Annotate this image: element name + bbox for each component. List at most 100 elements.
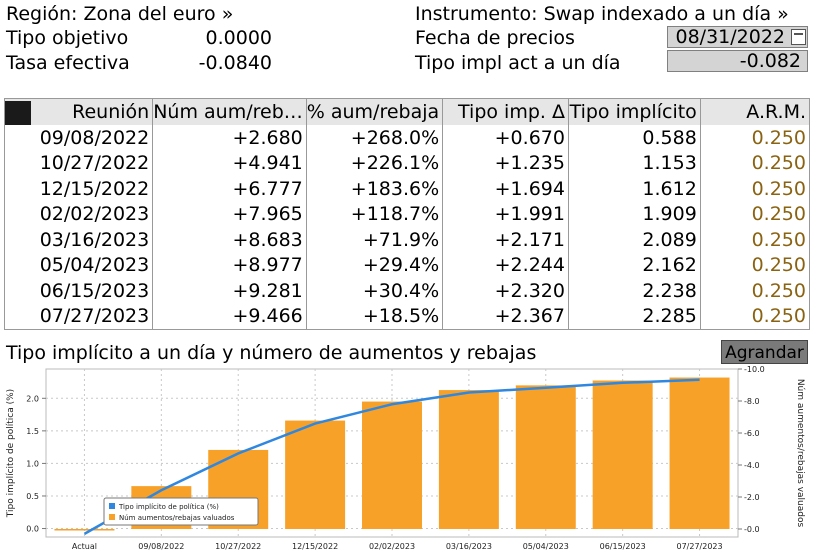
cell-implied-delta: +2.244 <box>442 252 569 278</box>
left-tick-label: 2.0 <box>26 394 39 403</box>
x-tick-label: 10/27/2022 <box>215 542 261 551</box>
table-row[interactable]: 12/15/2022 +6.777 +183.6% +1.694 1.612 0.250 <box>4 176 810 202</box>
bar <box>54 529 115 531</box>
cell-pct-hikes-cuts: +30.4% <box>306 278 444 304</box>
cell-arm: 0.250 <box>751 279 806 302</box>
meetings-table: Reunión Núm aum/reb… % aum/rebaja Tipo i… <box>4 98 810 330</box>
table-row[interactable]: 05/04/2023 +8.977 +29.4% +2.244 2.162 0.250 <box>4 252 810 278</box>
column-header-implied-rate[interactable]: Tipo implícito <box>568 98 701 125</box>
effective-rate-label: Tasa efectiva <box>6 52 130 74</box>
left-tick-label: 1.0 <box>26 459 39 468</box>
y-axis-right-label: Núm aumentos/rebajas valuados <box>795 379 805 528</box>
column-header-meeting[interactable]: Reunión <box>4 98 154 125</box>
region-selector[interactable]: Región: Zona del euro » <box>6 3 234 25</box>
cell-meeting-date: 03/16/2023 <box>4 227 154 253</box>
x-tick-label: Actual <box>72 542 97 551</box>
table-row[interactable]: 09/08/2022 +2.680 +268.0% +0.670 0.588 0.250 <box>4 125 810 151</box>
cell-implied-delta: +1.235 <box>442 150 569 176</box>
x-tick-label: 09/08/2022 <box>138 542 184 551</box>
effective-rate-value: -0.0840 <box>198 52 272 74</box>
cell-implied-rate: 2.089 <box>568 227 701 253</box>
implied-rate-chart: 0.0 0.5 1.0 1.5 2.0 -0.0 -2.0 -4.0 -6.0 -8.0 -10.0… <box>6 365 805 551</box>
cell-arm: 0.250 <box>751 126 806 149</box>
table-row[interactable]: 03/16/2023 +8.683 +71.9% +2.171 2.089 0.250 <box>4 227 810 253</box>
legend-label-line: Tipo implícito de política (%) <box>118 503 219 511</box>
right-tick-label: -0.0 <box>744 525 760 534</box>
cell-hikes-cuts: +8.683 <box>152 227 307 253</box>
cell-implied-delta: +0.670 <box>442 125 569 151</box>
right-tick-label: -4.0 <box>744 461 760 470</box>
table-row[interactable]: 02/02/2023 +7.965 +118.7% +1.991 1.909 0.250 <box>4 201 810 227</box>
cell-hikes-cuts: +9.281 <box>152 278 307 304</box>
cell-pct-hikes-cuts: +71.9% <box>306 227 444 253</box>
column-header-arm[interactable]: A.R.M. <box>700 98 810 125</box>
legend-swatch-line <box>109 503 115 509</box>
cell-implied-rate: 1.909 <box>568 201 701 227</box>
right-tick-label: -8.0 <box>744 397 760 406</box>
pricing-date-label: Fecha de precios <box>415 27 575 49</box>
cell-meeting-date: 10/27/2022 <box>4 150 154 176</box>
cell-arm: 0.250 <box>751 177 806 200</box>
column-header-implied-delta[interactable]: Tipo imp. Δ <box>442 98 569 125</box>
pricing-date-value: 08/31/2022 <box>675 26 785 48</box>
corner-block <box>5 101 31 125</box>
cell-pct-hikes-cuts: +226.1% <box>306 150 444 176</box>
cell-meeting-date: 07/27/2023 <box>4 303 154 330</box>
cell-implied-rate: 0.588 <box>568 125 701 151</box>
cell-implied-rate: 2.162 <box>568 252 701 278</box>
cell-meeting-date: 06/15/2023 <box>4 278 154 304</box>
x-tick-label: 06/15/2023 <box>600 542 646 551</box>
legend-swatch-bar <box>109 514 115 520</box>
expand-button[interactable]: Agrandar <box>721 340 808 364</box>
cell-hikes-cuts: +9.466 <box>152 303 307 330</box>
y-axis-left-label: Tipo implícito de política (%) <box>6 389 16 518</box>
table-row[interactable]: 07/27/2023 +9.466 +18.5% +2.367 2.285 0.250 <box>4 303 810 330</box>
instrument-selector[interactable]: Instrumento: Swap indexado a un día » <box>415 3 789 25</box>
bar <box>669 377 730 529</box>
table-header-row: Reunión Núm aum/reb… % aum/rebaja Tipo i… <box>4 98 810 125</box>
table-row[interactable]: 06/15/2023 +9.281 +30.4% +2.320 2.238 0.250 <box>4 278 810 304</box>
cell-implied-delta: +2.320 <box>442 278 569 304</box>
cell-implied-rate: 2.238 <box>568 278 701 304</box>
cell-implied-rate: 1.612 <box>568 176 701 202</box>
cell-meeting-date: 09/08/2022 <box>4 125 154 151</box>
cell-arm: 0.250 <box>751 228 806 251</box>
chart-title: Tipo implícito a un día y número de aume… <box>6 342 537 364</box>
cell-hikes-cuts: +6.777 <box>152 176 307 202</box>
bar <box>362 401 422 529</box>
x-tick-label: 12/15/2022 <box>292 542 338 551</box>
bar <box>285 420 346 529</box>
calendar-icon[interactable] <box>791 29 806 45</box>
cell-arm: 0.250 <box>751 203 806 226</box>
cell-arm: 0.250 <box>751 254 806 277</box>
target-rate-value: 0.0000 <box>205 27 272 49</box>
x-tick-label: 05/04/2023 <box>523 542 569 551</box>
bar <box>515 385 576 529</box>
cell-pct-hikes-cuts: +29.4% <box>306 252 444 278</box>
cell-meeting-date: 05/04/2023 <box>4 252 154 278</box>
x-tick-label: 02/02/2023 <box>369 542 415 551</box>
cell-pct-hikes-cuts: +18.5% <box>306 303 444 330</box>
legend-label-bar: Núm aumentos/rebajas valuados <box>119 514 235 522</box>
table-row[interactable]: 10/27/2022 +4.941 +226.1% +1.235 1.153 0.250 <box>4 150 810 176</box>
legend-box <box>103 497 259 526</box>
bar <box>592 380 653 529</box>
x-tick-label: 03/16/2023 <box>446 542 492 551</box>
cell-hikes-cuts: +2.680 <box>152 125 307 151</box>
cell-implied-delta: +1.694 <box>442 176 569 202</box>
left-tick-label: 0.5 <box>26 492 39 501</box>
pricing-date-field[interactable]: 08/31/2022 <box>667 26 808 48</box>
cell-meeting-date: 02/02/2023 <box>4 201 154 227</box>
column-header-hikes-cuts[interactable]: Núm aum/reb… <box>152 98 307 125</box>
column-header-pct-hikes-cuts[interactable]: % aum/rebaja <box>306 98 444 125</box>
implied-overnight-value: -0.082 <box>667 50 808 72</box>
target-rate-label: Tipo objetivo <box>6 27 129 49</box>
cell-hikes-cuts: +7.965 <box>152 201 307 227</box>
cell-implied-rate: 2.285 <box>568 303 701 330</box>
cell-implied-delta: +2.171 <box>442 227 569 253</box>
x-tick-label: 07/27/2023 <box>677 542 723 551</box>
left-tick-label: 1.5 <box>26 427 39 436</box>
cell-pct-hikes-cuts: +118.7% <box>306 201 444 227</box>
right-tick-label: -6.0 <box>744 429 760 438</box>
cell-implied-delta: +2.367 <box>442 303 569 330</box>
